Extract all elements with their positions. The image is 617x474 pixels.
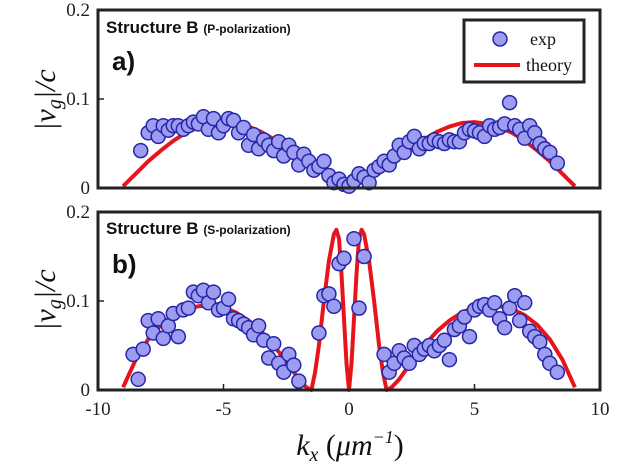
exp-point-b (291, 373, 307, 389)
exp-points-b (125, 230, 566, 389)
exp-point-b (436, 332, 453, 348)
y-axis-label-a: |vg|/c (29, 69, 66, 130)
ytick-label: 0 (81, 178, 91, 199)
legend-box (462, 18, 586, 84)
exp-point-b (356, 248, 372, 265)
panel-b: 0 0.1 0.2 -10 -5 0 5 10 Structure B (S-polariz… (66, 202, 609, 420)
exp-point-b (516, 295, 533, 311)
exp-point-a (501, 94, 518, 111)
exp-point-b (286, 357, 302, 373)
yticks-a: 0 0.1 0.2 (66, 0, 104, 199)
exp-point-b (486, 295, 503, 311)
exp-point-b (336, 250, 352, 267)
exp-point-b (496, 319, 513, 336)
exp-point-b (205, 284, 222, 300)
exp-point-a (132, 142, 149, 159)
exp-point-b (326, 298, 342, 315)
exp-point-a (542, 144, 558, 161)
yticks-b: 0 0.1 0.2 (66, 202, 104, 401)
ytick-label: 0 (81, 380, 91, 401)
xtick-label: 5 (470, 399, 480, 420)
panel-a-title: Structure B (P-polarization) (106, 18, 291, 37)
exp-points-a (132, 94, 566, 194)
legend: exp theory (462, 18, 586, 84)
panel-a-label: a) (112, 46, 135, 76)
xticks-b: -10 -5 0 5 10 (85, 384, 610, 420)
exp-point-b (130, 371, 146, 388)
exp-point-b (170, 328, 187, 345)
exp-point-b (549, 364, 566, 380)
ytick-label: 0.1 (66, 89, 90, 110)
plot-frame-b (96, 210, 602, 392)
xtick-label: 0 (344, 399, 354, 420)
exp-point-b (511, 312, 528, 329)
exp-point-b (351, 300, 367, 316)
legend-theory-label: theory (526, 55, 572, 75)
exp-point-b (180, 300, 197, 316)
panel-b-label: b) (112, 249, 137, 279)
exp-point-b (461, 328, 478, 345)
exp-point-b (401, 355, 417, 372)
exp-point-b (265, 335, 282, 352)
exp-point-b (220, 291, 237, 307)
y-axis-label-b: |vg|/c (29, 269, 66, 330)
xtick-label: -5 (216, 399, 232, 420)
xtick-label: 10 (591, 399, 610, 420)
exp-point-b (311, 325, 327, 341)
exp-point-b (250, 318, 267, 334)
exp-point-b (441, 351, 458, 368)
ytick-label: 0.1 (66, 291, 90, 312)
panel-a: 00.10.2 Structure B (P-polarization) a) … (66, 0, 602, 199)
plot-frame-a (96, 8, 602, 190)
exp-point-a (316, 153, 332, 170)
panel-b-title: Structure B (S-polarization) (106, 219, 291, 238)
ytick-label: 0.2 (66, 0, 90, 21)
exp-point-b (346, 230, 362, 247)
x-axis-label: kx (μm−1) (296, 427, 404, 466)
exp-point-b (376, 346, 392, 363)
exp-point-a (549, 155, 566, 171)
ytick-label: 0.2 (66, 202, 90, 223)
exp-point-b (135, 341, 151, 357)
legend-exp-label: exp (530, 29, 556, 49)
xtick-label: -10 (85, 399, 110, 420)
legend-exp-marker (492, 31, 508, 47)
